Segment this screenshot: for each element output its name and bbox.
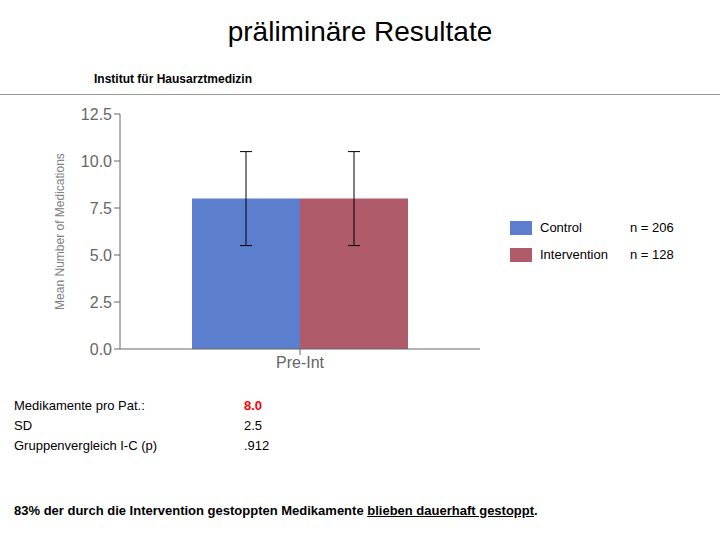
html-text:2.5: 2.5 <box>244 418 263 433</box>
html-text:Medikamente pro Pat.:: Medikamente pro Pat.: <box>14 398 145 413</box>
svg-text:Pre-Int: Pre-Int <box>276 354 325 371</box>
svg-text:10.0: 10.0 <box>81 153 112 170</box>
html-text:präliminäre Resultate: präliminäre Resultate <box>227 16 493 47</box>
html-text:.912: .912 <box>244 438 270 453</box>
html-text:83% der durch die Intervention: 83% der durch die Intervention gestoppte… <box>14 502 538 518</box>
html-text:Intervention: Intervention <box>540 247 608 262</box>
html-text:Institut für Hausarztmedizin: Institut für Hausarztmedizin <box>94 72 252 86</box>
svg-text:0.0: 0.0 <box>90 341 112 358</box>
html-text:n = 128: n = 128 <box>630 247 674 262</box>
svg-text:Mean Number of Medications: Mean Number of Medications <box>53 153 67 310</box>
svg-text:12.5: 12.5 <box>81 106 112 123</box>
html-text:8.0: 8.0 <box>244 398 263 413</box>
html-text:n = 206: n = 206 <box>630 220 674 235</box>
svg-text:5.0: 5.0 <box>90 247 112 264</box>
html-text:Control: Control <box>540 220 582 235</box>
svg-text:2.5: 2.5 <box>90 294 112 311</box>
html-text:SD: SD <box>14 418 33 433</box>
html-text:Gruppenvergleich I-C (p): Gruppenvergleich I-C (p) <box>14 438 158 453</box>
svg-text:7.5: 7.5 <box>90 200 112 217</box>
